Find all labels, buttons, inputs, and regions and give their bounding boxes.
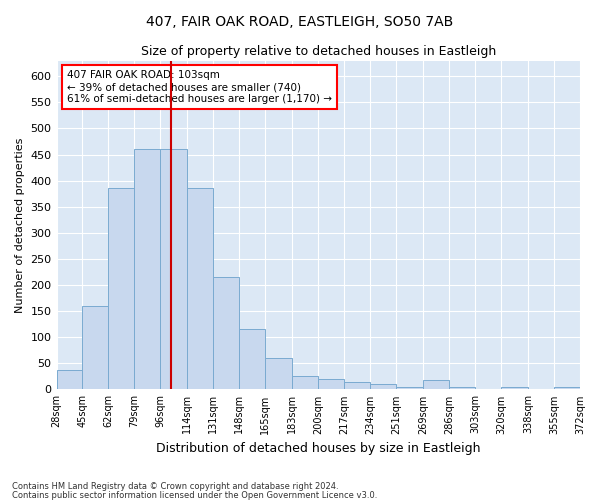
Bar	[134, 150, 160, 390]
Bar	[449, 387, 475, 390]
Bar	[344, 382, 370, 390]
Bar	[292, 376, 318, 390]
Text: Contains public sector information licensed under the Open Government Licence v3: Contains public sector information licen…	[12, 490, 377, 500]
Bar	[187, 188, 213, 390]
Text: 407 FAIR OAK ROAD: 103sqm
← 39% of detached houses are smaller (740)
61% of semi: 407 FAIR OAK ROAD: 103sqm ← 39% of detac…	[67, 70, 332, 104]
Bar	[370, 384, 396, 390]
Bar	[82, 306, 108, 390]
Bar	[396, 387, 423, 390]
Title: Size of property relative to detached houses in Eastleigh: Size of property relative to detached ho…	[140, 45, 496, 58]
X-axis label: Distribution of detached houses by size in Eastleigh: Distribution of detached houses by size …	[156, 442, 481, 455]
Bar	[501, 387, 528, 390]
Bar	[265, 358, 292, 390]
Y-axis label: Number of detached properties: Number of detached properties	[15, 138, 25, 312]
Bar	[318, 379, 344, 390]
Bar	[213, 277, 239, 390]
Bar	[56, 370, 82, 390]
Text: Contains HM Land Registry data © Crown copyright and database right 2024.: Contains HM Land Registry data © Crown c…	[12, 482, 338, 491]
Bar	[108, 188, 134, 390]
Bar	[239, 330, 265, 390]
Bar	[554, 387, 580, 390]
Bar	[423, 380, 449, 390]
Bar	[160, 150, 187, 390]
Text: 407, FAIR OAK ROAD, EASTLEIGH, SO50 7AB: 407, FAIR OAK ROAD, EASTLEIGH, SO50 7AB	[146, 15, 454, 29]
